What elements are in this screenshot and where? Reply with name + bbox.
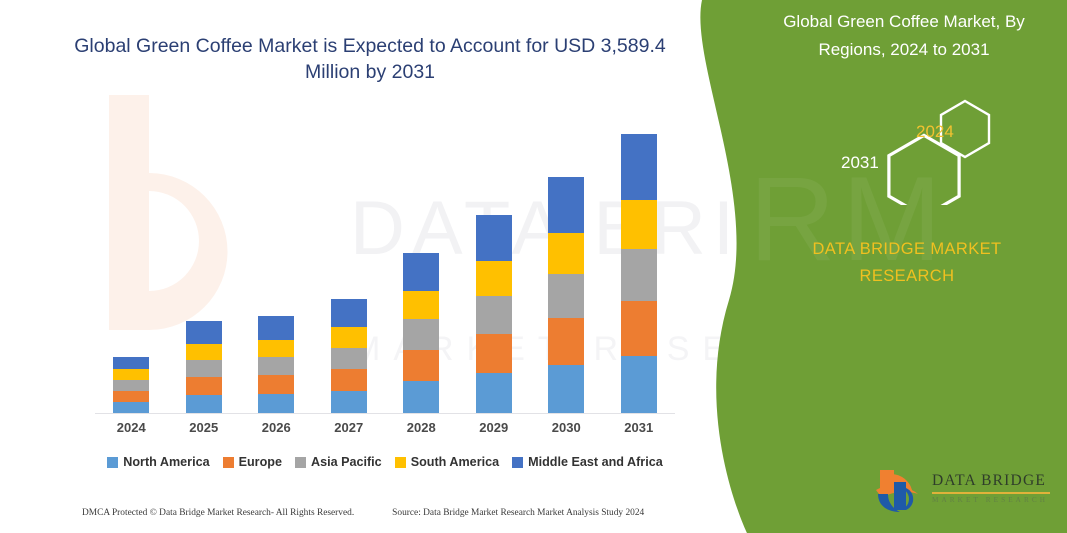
logo-divider xyxy=(932,492,1050,494)
bar-segment-asia-pacific[interactable] xyxy=(330,347,367,369)
bar-segment-south-america[interactable] xyxy=(113,368,150,380)
x-axis-labels: 2024 2025 2026 2027 2028 2029 2030 2031 xyxy=(95,420,675,446)
hexagon-group: 2031 2024 xyxy=(817,95,1017,219)
logo-text-group: DATA BRIDGE MARKET RESEARCH xyxy=(932,472,1050,504)
bar-segment-south-america[interactable] xyxy=(185,343,222,360)
bar-group-2025[interactable] xyxy=(185,320,222,414)
bar-segment-south-america[interactable] xyxy=(620,199,657,249)
legend-swatch-icon xyxy=(512,456,524,468)
bar-group-2030[interactable] xyxy=(548,177,585,414)
bar-group-2026[interactable] xyxy=(258,316,295,414)
x-axis-label-2028: 2028 xyxy=(406,420,436,435)
green-background-shape xyxy=(700,0,1067,533)
bar-segment-middle-east-and-africa[interactable] xyxy=(113,356,150,369)
legend-label: North America xyxy=(123,455,210,469)
footer-source: Source: Data Bridge Market Research Mark… xyxy=(392,508,645,518)
bar-segment-asia-pacific[interactable] xyxy=(113,379,150,391)
bar-segment-north-america[interactable] xyxy=(258,393,295,414)
bar-segment-south-america[interactable] xyxy=(475,261,512,297)
logo-subtitle: MARKET RESEARCH xyxy=(932,495,1049,504)
chart-title: Global Green Coffee Market is Expected t… xyxy=(74,35,666,83)
bar-segment-south-america[interactable] xyxy=(258,339,295,357)
x-axis-label-2025: 2025 xyxy=(189,420,219,435)
bar-segment-south-america[interactable] xyxy=(548,232,585,274)
bar-segment-asia-pacific[interactable] xyxy=(475,296,512,334)
brand-name: DATA BRIDGE MARKET RESEARCH xyxy=(792,236,1022,290)
green-side-panel: BRM Global Green Coffee Market, By Regio… xyxy=(687,0,1067,533)
legend-swatch-icon xyxy=(222,456,234,468)
bar-segment-europe[interactable] xyxy=(475,333,512,373)
bar-segment-asia-pacific[interactable] xyxy=(403,319,440,350)
legend-item-south-america[interactable]: South America xyxy=(394,455,500,469)
bar-group-2024[interactable] xyxy=(113,356,150,414)
chart-legend: North America Europe Asia Pacific South Ame… xyxy=(95,455,675,469)
x-axis-label-2026: 2026 xyxy=(261,420,291,435)
legend-item-europe[interactable]: Europe xyxy=(222,455,282,469)
bar-segment-north-america[interactable] xyxy=(548,364,585,414)
legend-swatch-icon xyxy=(107,456,119,468)
bar-segment-middle-east-and-africa[interactable] xyxy=(403,253,440,292)
legend-label: Asia Pacific xyxy=(310,455,382,469)
bar-group-2031[interactable] xyxy=(620,134,657,414)
bar-segment-middle-east-and-africa[interactable] xyxy=(330,299,367,328)
bar-segment-asia-pacific[interactable] xyxy=(258,356,295,375)
logo-title: DATA BRIDGE xyxy=(932,472,1047,489)
bar-segment-south-america[interactable] xyxy=(403,291,440,320)
bar-segment-north-america[interactable] xyxy=(475,372,512,414)
brand-line-1: DATA BRIDGE MARKET xyxy=(812,240,1002,258)
bar-segment-south-america[interactable] xyxy=(330,327,367,348)
legend-swatch-icon xyxy=(294,456,306,468)
footer: DMCA Protected © Data Bridge Market Rese… xyxy=(82,508,682,518)
green-panel-title: Global Green Coffee Market, By Regions, … xyxy=(783,12,1025,59)
x-axis-label-2027: 2027 xyxy=(334,420,364,435)
hexagon-shapes-icon xyxy=(887,99,991,219)
bar-segment-middle-east-and-africa[interactable] xyxy=(620,134,657,200)
footer-copyright: DMCA Protected © Data Bridge Market Rese… xyxy=(82,508,355,518)
plot-area xyxy=(95,120,675,414)
hexagon-label-2031: 2031 xyxy=(841,153,879,172)
bar-segment-middle-east-and-africa[interactable] xyxy=(258,316,295,340)
chart-panel: DATA BRIDGE MARKET RESEARCH Global Green… xyxy=(74,35,919,518)
legend-item-asia-pacific[interactable]: Asia Pacific xyxy=(294,455,382,469)
bar-segment-europe[interactable] xyxy=(403,349,440,381)
bar-segment-middle-east-and-africa[interactable] xyxy=(475,214,512,262)
hexagon-label-2024: 2024 xyxy=(916,122,954,141)
bar-segment-europe[interactable] xyxy=(258,374,295,394)
bar-segment-asia-pacific[interactable] xyxy=(185,359,222,377)
bar-group-2029[interactable] xyxy=(475,214,512,414)
bar-segment-north-america[interactable] xyxy=(620,355,657,414)
bar-segment-middle-east-and-africa[interactable] xyxy=(548,177,585,233)
bar-segment-europe[interactable] xyxy=(620,301,657,356)
bar-segment-asia-pacific[interactable] xyxy=(548,274,585,319)
bar-segment-north-america[interactable] xyxy=(185,394,222,414)
legend-label: Europe xyxy=(238,455,282,469)
legend-item-north-america[interactable]: North America xyxy=(107,455,210,469)
bar-segment-middle-east-and-africa[interactable] xyxy=(185,320,222,344)
x-axis-label-2030: 2030 xyxy=(551,420,581,435)
x-axis-line xyxy=(95,413,675,414)
legend-swatch-icon xyxy=(394,456,406,468)
bar-segment-europe[interactable] xyxy=(330,368,367,391)
bar-segment-asia-pacific[interactable] xyxy=(620,248,657,302)
bar-segment-north-america[interactable] xyxy=(403,380,440,414)
x-axis-label-2029: 2029 xyxy=(479,420,509,435)
legend-label: South America xyxy=(410,455,500,469)
legend-label: Middle East and Africa xyxy=(528,455,663,469)
bar-segment-north-america[interactable] xyxy=(113,401,150,414)
company-logo: DATA BRIDGE MARKET RESEARCH xyxy=(872,468,1062,518)
bar-segment-europe[interactable] xyxy=(548,318,585,365)
x-axis-label-2024: 2024 xyxy=(116,420,146,435)
x-axis-label-2031: 2031 xyxy=(624,420,654,435)
bar-segment-north-america[interactable] xyxy=(330,390,367,414)
bar-segment-europe[interactable] xyxy=(185,376,222,395)
legend-item-middle-east-and-africa[interactable]: Middle East and Africa xyxy=(512,455,663,469)
bar-segment-europe[interactable] xyxy=(113,390,150,402)
bar-group-2028[interactable] xyxy=(403,253,440,414)
bar-group-2027[interactable] xyxy=(330,299,367,414)
brand-line-2: RESEARCH xyxy=(859,267,955,285)
logo-mark-icon xyxy=(876,470,918,512)
